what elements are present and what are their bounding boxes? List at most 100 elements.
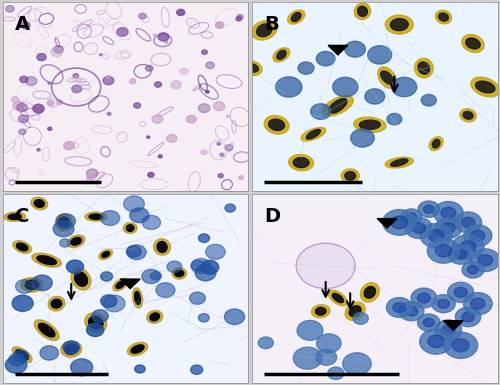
Ellipse shape [38,323,55,337]
Ellipse shape [37,256,56,264]
Circle shape [258,337,274,349]
Circle shape [297,320,323,340]
Circle shape [127,245,146,259]
Circle shape [190,292,206,304]
Circle shape [40,346,58,360]
Polygon shape [377,219,397,228]
Ellipse shape [380,71,394,84]
Circle shape [418,201,440,218]
Ellipse shape [288,154,314,171]
Ellipse shape [4,212,26,221]
Ellipse shape [293,157,309,167]
Circle shape [130,208,149,223]
Circle shape [104,295,125,312]
Ellipse shape [132,288,142,308]
Circle shape [20,22,30,29]
Ellipse shape [312,305,330,318]
Ellipse shape [71,238,82,245]
Circle shape [106,75,110,79]
Ellipse shape [85,212,106,221]
Circle shape [421,94,436,106]
Text: D: D [264,207,280,226]
Circle shape [342,353,372,375]
Circle shape [54,46,63,53]
Circle shape [100,54,102,56]
Circle shape [12,97,19,103]
Circle shape [154,82,162,87]
Ellipse shape [273,48,290,62]
Circle shape [56,214,76,228]
Ellipse shape [131,345,144,353]
Circle shape [298,62,314,74]
Circle shape [406,306,418,316]
Circle shape [63,341,80,354]
Circle shape [214,102,225,110]
Ellipse shape [88,316,103,329]
Ellipse shape [174,270,184,277]
Circle shape [225,144,233,151]
Ellipse shape [16,243,28,251]
Ellipse shape [385,157,414,168]
Circle shape [316,334,341,353]
Circle shape [195,265,216,281]
Ellipse shape [116,281,125,288]
Circle shape [468,265,478,274]
Circle shape [296,243,355,289]
Circle shape [471,230,485,241]
Circle shape [57,100,62,104]
Ellipse shape [390,159,408,166]
Ellipse shape [154,239,170,255]
Circle shape [452,234,484,259]
Circle shape [217,142,220,145]
Circle shape [201,150,207,155]
Circle shape [206,244,225,259]
Circle shape [428,238,460,263]
Ellipse shape [277,50,286,59]
Circle shape [424,205,434,213]
Ellipse shape [16,350,28,360]
Circle shape [350,129,374,147]
Ellipse shape [436,10,452,24]
Ellipse shape [466,38,480,49]
Circle shape [316,51,335,66]
Ellipse shape [124,223,137,233]
Circle shape [152,115,163,123]
Circle shape [460,241,476,253]
Circle shape [454,250,467,259]
Circle shape [18,115,28,123]
Ellipse shape [316,307,326,315]
Polygon shape [328,45,347,55]
Ellipse shape [31,197,48,210]
Circle shape [60,239,70,247]
Ellipse shape [12,347,32,363]
Circle shape [190,365,202,374]
Circle shape [434,201,464,224]
Circle shape [224,309,244,325]
Ellipse shape [48,296,65,311]
Ellipse shape [264,116,289,134]
Circle shape [420,329,452,354]
Circle shape [126,246,141,257]
Circle shape [165,41,168,43]
Circle shape [392,77,417,97]
Circle shape [423,318,434,327]
Circle shape [411,288,436,308]
Ellipse shape [332,293,344,303]
Ellipse shape [242,61,262,75]
Ellipse shape [85,313,107,332]
Circle shape [107,112,111,115]
Circle shape [198,314,209,322]
Circle shape [412,223,426,233]
Circle shape [180,68,188,75]
Circle shape [454,212,481,233]
Circle shape [236,17,242,21]
Circle shape [48,127,52,131]
Circle shape [462,312,474,322]
Circle shape [9,353,25,366]
Circle shape [100,295,117,307]
Circle shape [100,272,112,281]
Circle shape [218,174,224,178]
Circle shape [406,218,432,239]
Ellipse shape [360,120,380,129]
Ellipse shape [358,6,368,17]
